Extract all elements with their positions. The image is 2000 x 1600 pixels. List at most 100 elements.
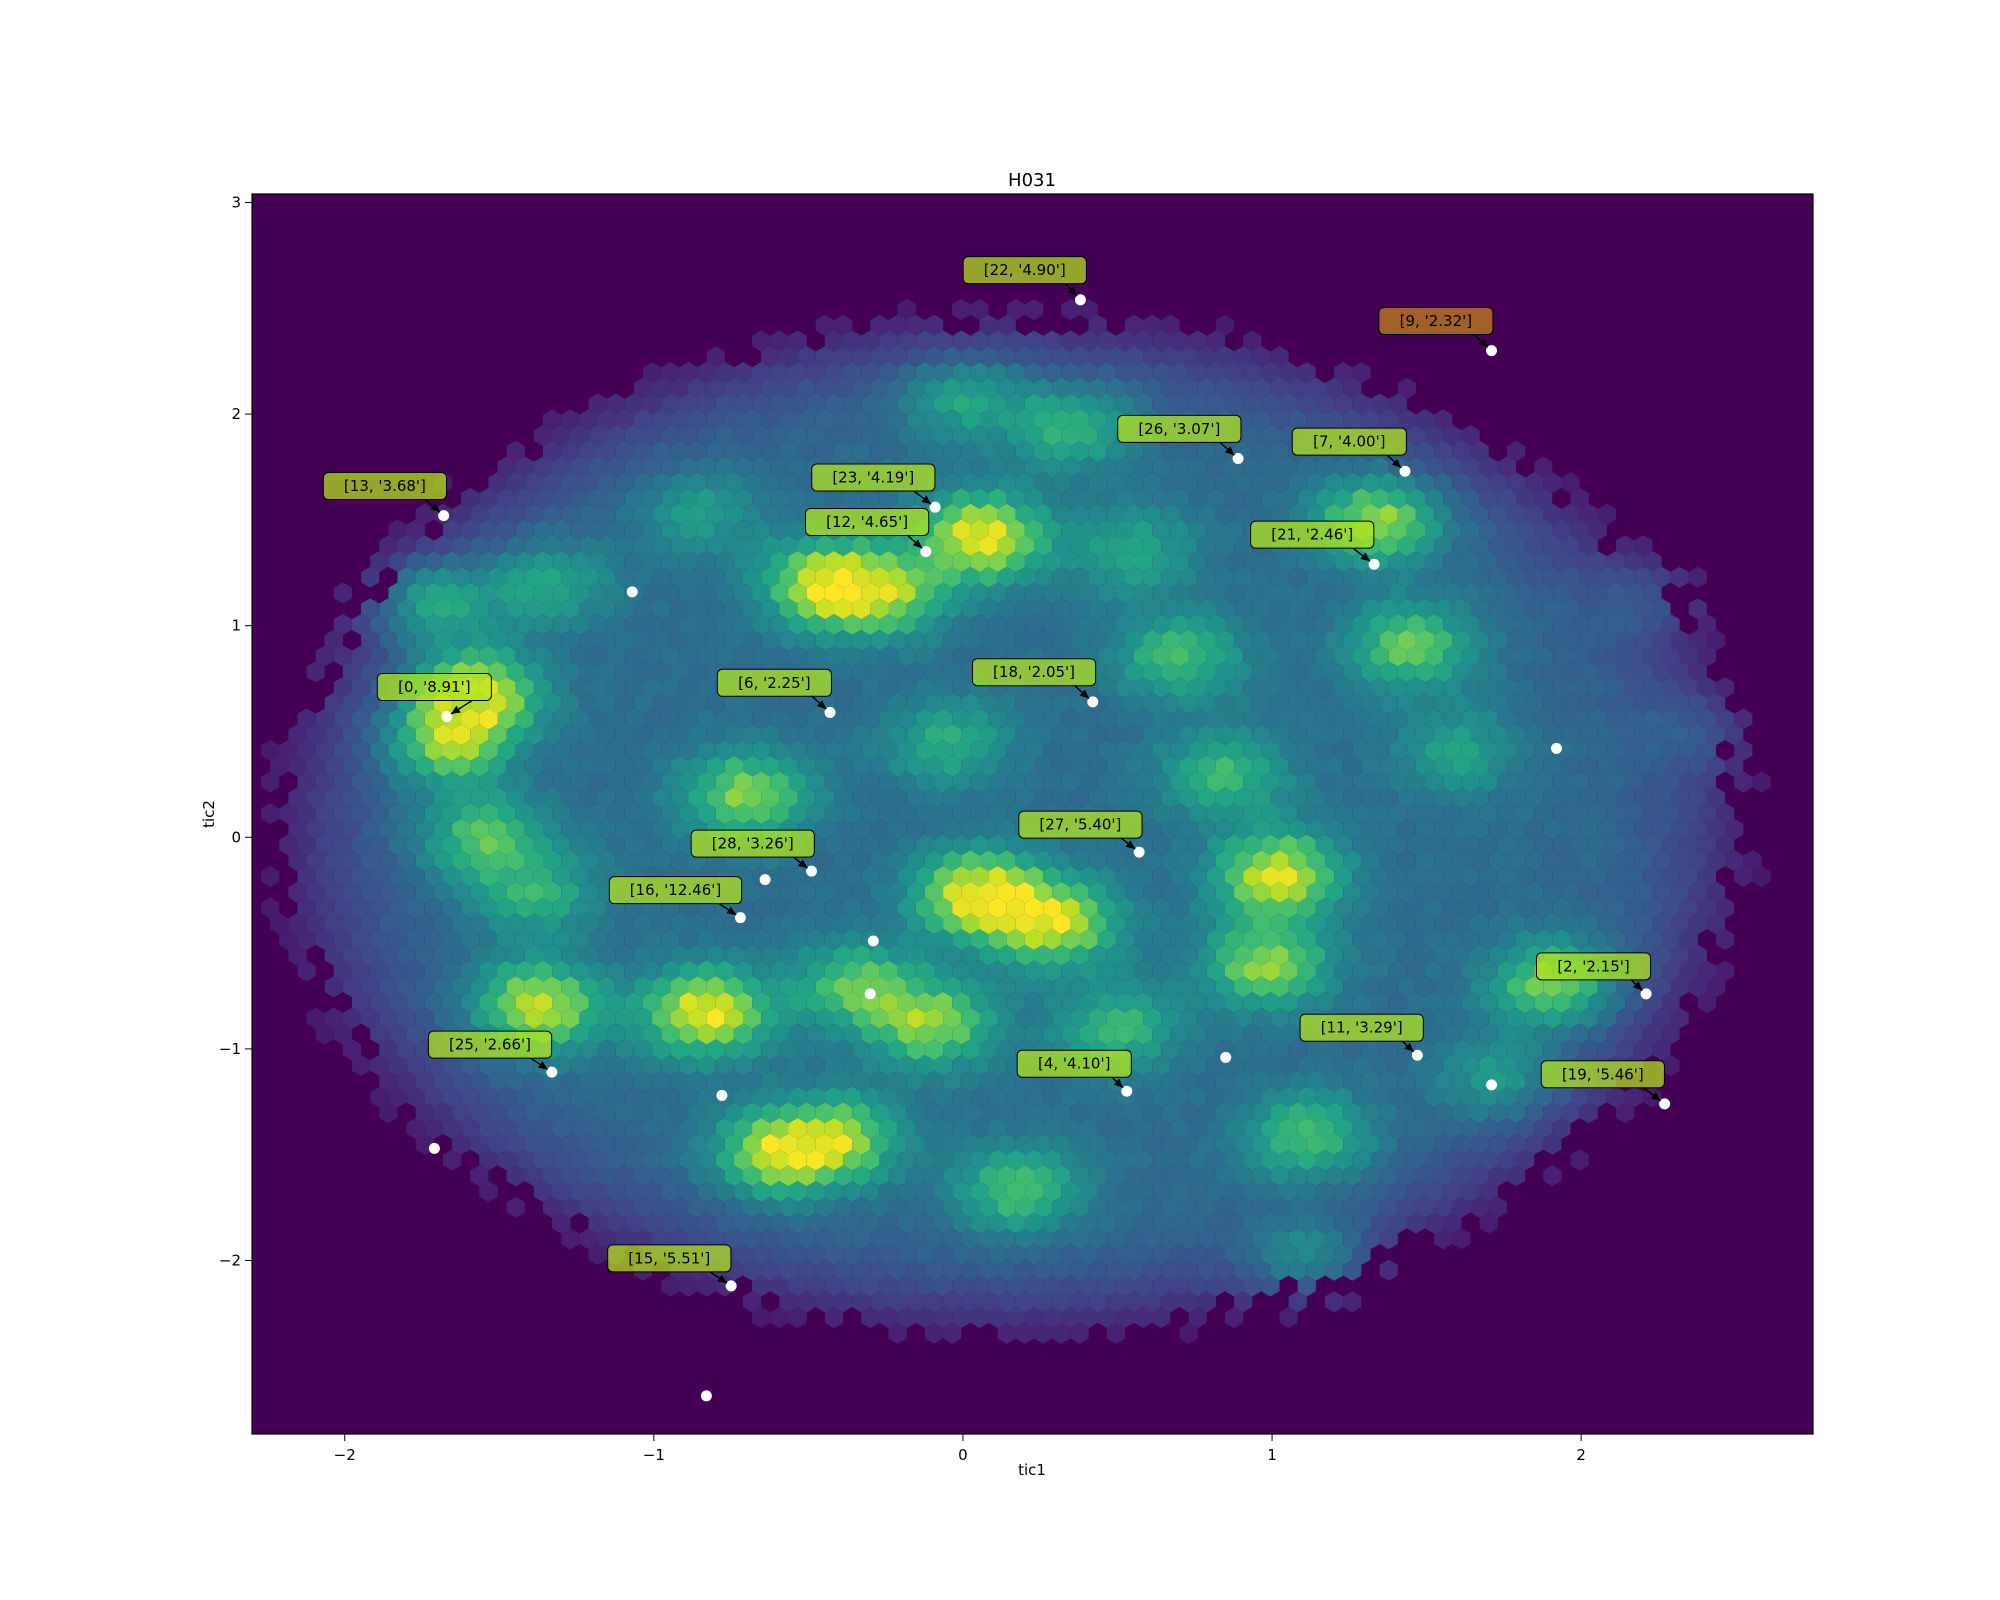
hexbin-cell xyxy=(1706,850,1726,872)
hexbin-cell xyxy=(670,629,689,651)
hexbin-cell xyxy=(1406,1181,1425,1202)
hexbin-cell xyxy=(988,992,1007,1013)
hexbin-cell xyxy=(1397,850,1416,872)
hexbin-cell xyxy=(1288,629,1307,651)
hexbin-cell xyxy=(1215,913,1235,935)
hexbin-cell xyxy=(424,803,443,824)
hexbin-cell xyxy=(1115,456,1134,478)
annotation-label: [6, '2.25'] xyxy=(738,674,810,692)
hexbin-cell xyxy=(1288,1039,1307,1061)
hexbin-cell xyxy=(1470,566,1489,588)
hexbin-cell xyxy=(824,1307,844,1328)
hexbin-cell xyxy=(1079,708,1098,730)
hexbin-cell xyxy=(1279,1086,1298,1108)
hexbin-cell xyxy=(1361,850,1380,872)
hexbin-cell xyxy=(1297,960,1316,982)
hexbin-cell xyxy=(488,850,507,872)
hexbin-cell xyxy=(606,771,625,793)
hexbin-cell xyxy=(1697,866,1716,887)
hexbin-cell xyxy=(1525,1133,1544,1155)
hexbin-cell xyxy=(1297,992,1316,1013)
hexbin-cell xyxy=(370,897,389,919)
hexbin-cell xyxy=(661,1086,680,1108)
hexbin-cell xyxy=(1079,330,1098,352)
hexbin-cell xyxy=(1352,1244,1371,1265)
hexbin-cell xyxy=(1415,976,1435,998)
hexbin-cell xyxy=(1152,330,1171,352)
hexbin-cell xyxy=(433,629,453,651)
hexbin-cell xyxy=(1088,1133,1107,1155)
hexbin-cell xyxy=(888,1228,907,1250)
hexbin-cell xyxy=(1188,960,1207,982)
hexbin-cell xyxy=(1406,551,1425,572)
hexbin-cell xyxy=(1634,566,1653,588)
hexbin-cell xyxy=(1343,818,1362,840)
hexbin-cell xyxy=(652,472,671,494)
hexbin-cell xyxy=(1688,692,1707,714)
hexbin-cell xyxy=(333,803,352,824)
hexbin-cell xyxy=(570,929,589,950)
hexbin-cell xyxy=(1006,1244,1025,1265)
hexbin-cell xyxy=(279,740,298,761)
hexbin-cell xyxy=(897,1307,916,1328)
hexbin-cell xyxy=(797,1291,816,1313)
hexbin-cell xyxy=(1034,787,1053,809)
hexbin-cell xyxy=(1579,598,1598,620)
hexbin-cell xyxy=(1125,535,1144,557)
hexbin-cell xyxy=(1015,566,1034,588)
hexbin-cell xyxy=(1370,456,1389,478)
hexbin-cell xyxy=(1288,787,1307,809)
hexbin-cell xyxy=(1388,960,1407,982)
hexbin-cell xyxy=(643,960,662,982)
hexbin-cell xyxy=(633,1070,653,1092)
hexbin-cell xyxy=(1225,992,1244,1013)
hexbin-cell xyxy=(1152,929,1171,950)
hexbin-cell xyxy=(697,393,716,415)
hexbin-cell xyxy=(1516,645,1535,667)
hexbin-cell xyxy=(1134,897,1153,919)
hexbin-cell xyxy=(1525,692,1544,714)
hexbin-cell xyxy=(1161,346,1180,368)
hexbin-cell xyxy=(288,818,307,840)
hexbin-cell xyxy=(852,1291,871,1313)
hexbin-cell xyxy=(924,913,944,935)
hexbin-cell xyxy=(715,456,734,478)
hexbin-cell xyxy=(1006,992,1025,1013)
hexbin-cell xyxy=(1006,1212,1025,1234)
hexbin-cell xyxy=(1243,1023,1262,1045)
hexbin-cell xyxy=(624,771,643,793)
hexbin-cell xyxy=(1170,929,1189,950)
hexbin-cell xyxy=(1534,708,1553,730)
hexbin-cell xyxy=(1361,1102,1380,1124)
hexbin-cell xyxy=(724,629,743,651)
hexbin-cell xyxy=(879,708,898,730)
hexbin-cell xyxy=(615,818,634,840)
hexbin-cell xyxy=(1470,1165,1489,1187)
hexbin-cell xyxy=(324,818,343,840)
hexbin-cell xyxy=(1452,724,1471,746)
hexbin-cell xyxy=(1215,629,1235,651)
hexbin-cell xyxy=(397,566,416,588)
hexbin-cell xyxy=(834,724,853,746)
hexbin-cell xyxy=(670,850,689,872)
hexbin-cell xyxy=(1015,377,1034,399)
hexbin-cell xyxy=(843,1118,862,1139)
hexbin-cell xyxy=(1443,677,1462,698)
hexbin-cell xyxy=(906,1102,925,1124)
hexbin-cell xyxy=(1252,692,1271,714)
hexbin-cell xyxy=(843,330,862,352)
hexbin-cell xyxy=(1606,897,1626,919)
hexbin-cell xyxy=(661,551,680,572)
hexbin-cell xyxy=(1506,944,1526,966)
hexbin-cell xyxy=(688,1039,707,1061)
hexbin-cell xyxy=(1161,377,1180,399)
hexbin-cell xyxy=(888,1070,907,1092)
hexbin-cell xyxy=(1225,866,1244,887)
hexbin-cell xyxy=(1206,1212,1225,1234)
hexbin-cell xyxy=(706,692,725,714)
hexbin-cell xyxy=(579,692,598,714)
hexbin-cell xyxy=(1279,1055,1298,1076)
data-point xyxy=(546,1066,558,1078)
hexbin-cell xyxy=(779,1165,798,1187)
hexbin-cell xyxy=(797,1228,816,1250)
